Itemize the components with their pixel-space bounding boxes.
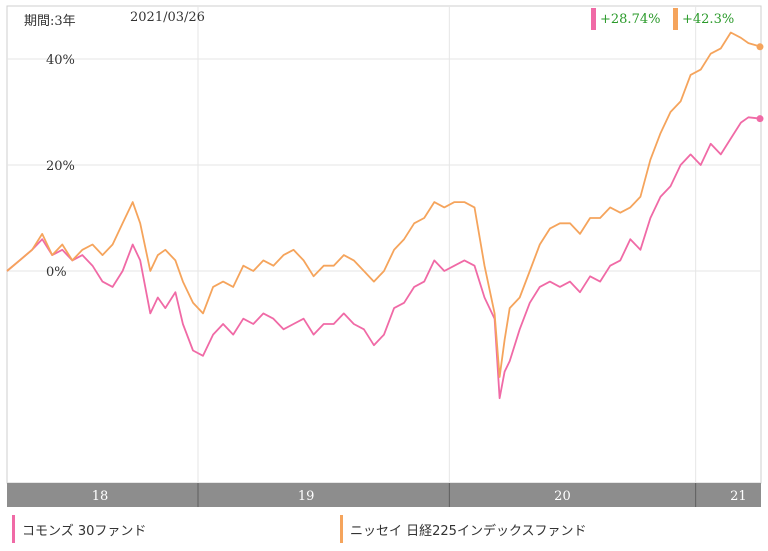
plot-frame xyxy=(6,5,762,484)
x-axis: 18 19 20 21 xyxy=(92,483,747,507)
legend-item-commons: コモンズ 30ファンド xyxy=(12,514,146,544)
x-tick-label: 20 xyxy=(554,489,571,504)
series-endpoint-0 xyxy=(756,115,764,123)
legend-label: コモンズ 30ファンド xyxy=(22,523,147,539)
y-tick-label: 40% xyxy=(46,53,75,68)
return-value: +28.74% xyxy=(600,11,661,27)
x-tick-label: 21 xyxy=(730,489,747,504)
series-endpoint-1 xyxy=(756,43,764,51)
series-line-0 xyxy=(6,116,762,400)
y-tick-label: 0% xyxy=(46,265,67,280)
return-badge-nissay: +42.3% xyxy=(673,8,734,30)
y-axis: 40% 20% 0% xyxy=(46,53,75,280)
legend-color-marker xyxy=(340,515,343,543)
x-tick-label: 18 xyxy=(92,489,109,504)
legend-color-marker xyxy=(12,515,15,543)
series-line-1 xyxy=(6,31,762,378)
return-value: +42.3% xyxy=(682,11,735,27)
return-badge-commons: +28.74% xyxy=(591,8,660,30)
series-color-marker xyxy=(591,8,596,30)
x-tick-label: 19 xyxy=(298,489,315,504)
series-color-marker xyxy=(673,8,678,30)
period-label: 期間:3年 xyxy=(24,14,76,29)
y-tick-label: 20% xyxy=(46,159,75,174)
series-lines xyxy=(6,31,764,400)
legend-item-nissay: ニッセイ 日経225インデックスファンド xyxy=(340,514,587,544)
legend-label: ニッセイ 日経225インデックスファンド xyxy=(350,523,587,539)
date-label: 2021/03/26 xyxy=(130,10,205,25)
time-axis-bar xyxy=(7,483,761,507)
